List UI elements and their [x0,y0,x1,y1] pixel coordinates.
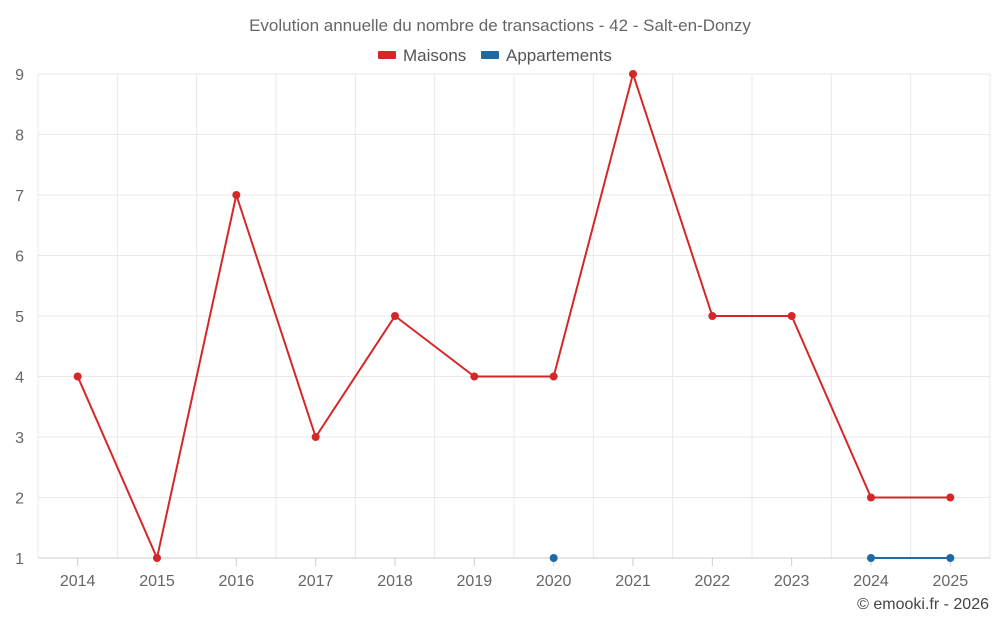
y-tick-label: 3 [15,430,24,447]
x-tick-label: 2014 [60,573,96,590]
x-tick-label: 2019 [457,573,493,590]
x-tick-label: 2018 [377,573,413,590]
y-tick-label: 4 [15,370,24,387]
legend-swatch-appartements [481,51,499,59]
data-point-maisons-2024[interactable] [867,493,875,502]
x-tick-label: 2021 [615,573,651,590]
data-point-maisons-2021[interactable] [629,70,637,78]
legend: Maisons Appartements [378,46,612,65]
data-point-appartements-2024[interactable] [867,554,875,562]
y-tick-label: 5 [15,309,24,326]
chart-title: Evolution annuelle du nombre de transact… [249,16,751,35]
legend-item-appartements[interactable]: Appartements [481,46,612,65]
series [73,70,955,562]
data-point-maisons-2023[interactable] [787,312,796,320]
x-tick-label: 2017 [298,573,334,590]
x-tick-label: 2022 [695,573,731,590]
x-tick-label: 2020 [536,573,572,590]
data-point-maisons-2020[interactable] [549,372,558,381]
axes: 1 2 3 4 5 6 7 8 9 2014 2015 2016 2017 2018 2019 2020 202… [15,67,990,590]
legend-label-maisons: Maisons [403,46,466,65]
legend-item-maisons[interactable]: Maisons [378,46,466,65]
x-tick-label: 2023 [774,573,810,590]
y-tick-label: 6 [15,249,24,266]
series-maisons [73,70,955,562]
data-point-maisons-2016[interactable] [232,191,241,199]
data-point-maisons-2017[interactable] [311,433,320,441]
x-tick-label: 2025 [933,573,969,590]
data-point-maisons-2015[interactable] [153,554,161,562]
data-point-maisons-2019[interactable] [470,372,479,381]
x-tick-label: 2016 [219,573,255,590]
y-tick-label: 2 [15,491,24,508]
data-point-maisons-2025[interactable] [946,493,955,502]
grid [37,73,991,558]
data-point-appartements-2025[interactable] [946,554,955,562]
data-point-appartements-2020[interactable] [549,554,558,562]
y-tick-label: 7 [15,188,24,205]
data-point-maisons-2018[interactable] [391,312,399,320]
x-tick-label: 2015 [139,573,175,590]
series-appartements [549,554,955,562]
legend-swatch-maisons [378,51,396,59]
data-point-maisons-2022[interactable] [708,312,717,320]
legend-label-appartements: Appartements [506,46,612,65]
y-tick-label: 8 [15,128,24,145]
y-tick-label: 1 [15,551,24,568]
credit-label: © emooki.fr - 2026 [857,596,989,613]
data-point-maisons-2014[interactable] [73,372,82,381]
series-line-maisons [76,73,951,559]
y-tick-label: 9 [15,67,24,84]
x-tick-label: 2024 [853,573,889,590]
